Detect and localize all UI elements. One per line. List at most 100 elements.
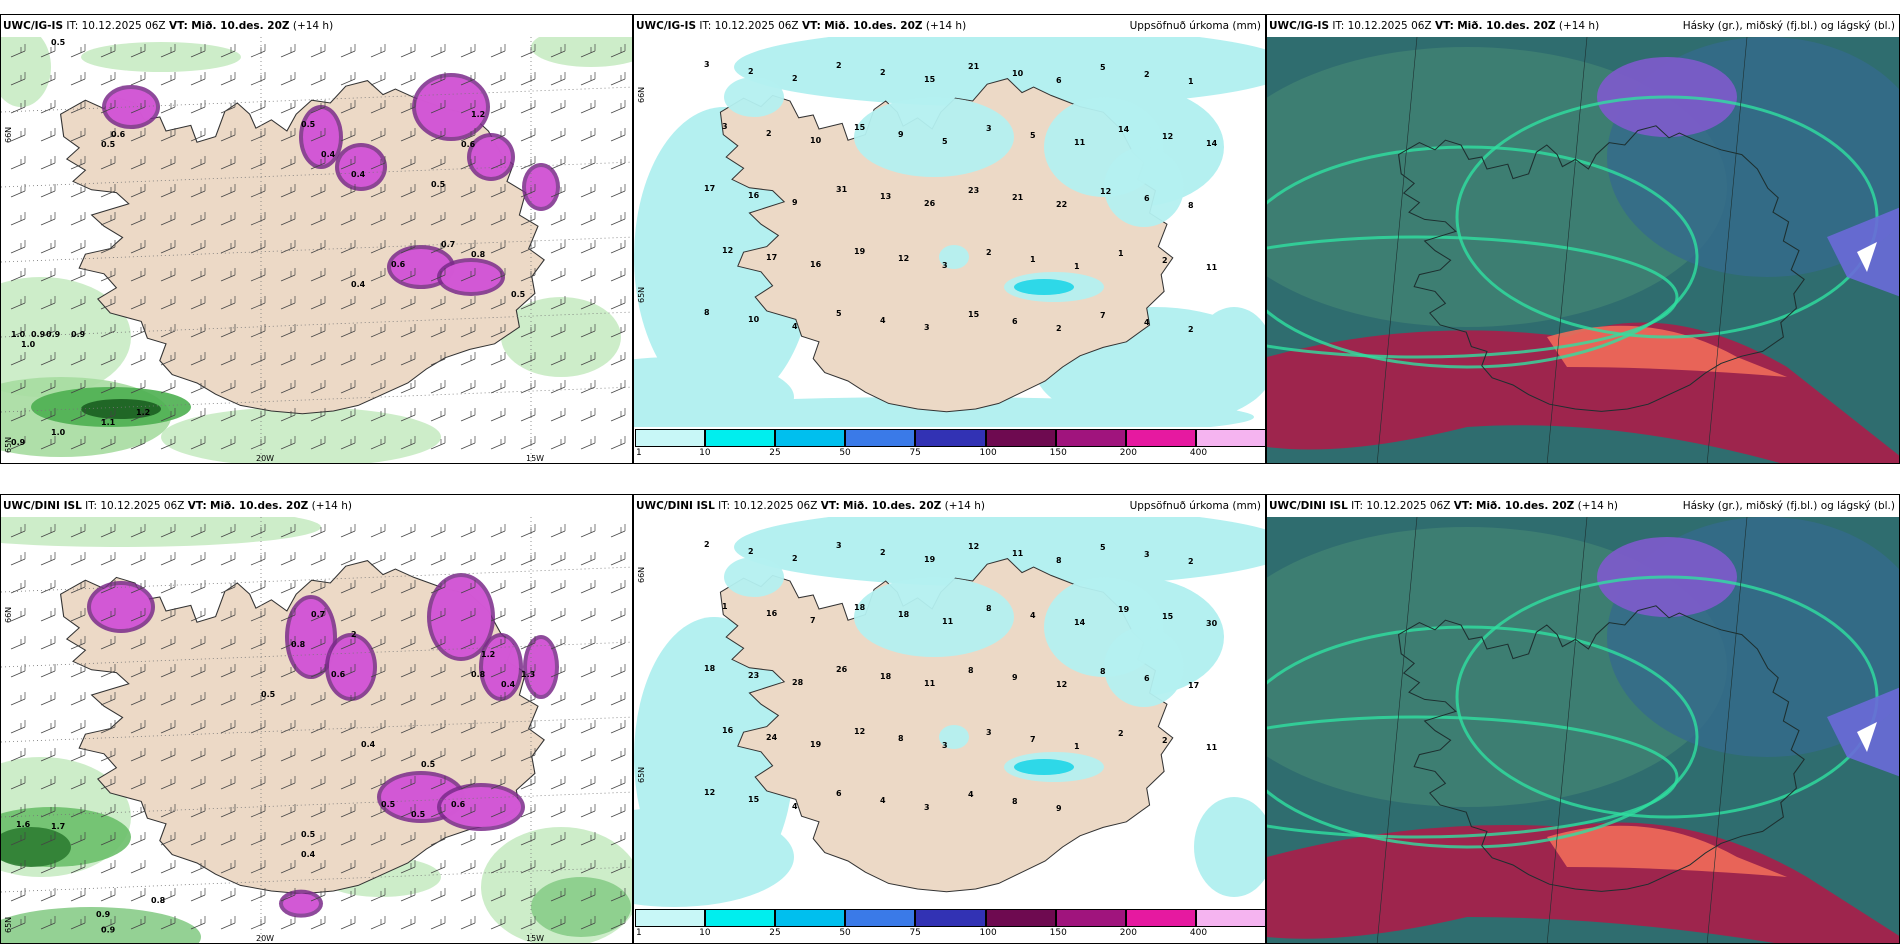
wind-barb (460, 324, 476, 338)
precip-value-label: 4 (792, 322, 798, 331)
wind-barb (100, 720, 116, 734)
heavy-precip-area (1014, 759, 1074, 775)
wind-barb (310, 324, 326, 338)
wind-barb (370, 916, 386, 930)
wind-barb (220, 804, 236, 818)
wind-barb (430, 324, 446, 338)
panel-top-wind: UWC/IG-IS IT: 10.12.2025 06Z VT: Mið. 10… (0, 14, 633, 464)
wind-barb (190, 692, 206, 706)
wind-barb (580, 436, 596, 450)
wind-barb (250, 100, 266, 114)
wind-barb (160, 776, 176, 790)
wind-barb (100, 776, 116, 790)
precip-value-label: 0.5 (421, 760, 436, 769)
colorbar-tick-label: 400 (1189, 928, 1208, 938)
wind-barb (370, 608, 386, 622)
wind-barb (460, 436, 476, 450)
wind-barb (40, 212, 56, 226)
wind-barb (430, 100, 446, 114)
wind-barb (430, 408, 446, 422)
wind-barb (340, 916, 356, 930)
wind-barb (130, 804, 146, 818)
wind-barb (460, 748, 476, 762)
wind-barb (160, 916, 176, 930)
precip-value-label: 8 (1188, 201, 1194, 210)
wind-barb (250, 888, 266, 902)
grid-label: 65N (637, 767, 646, 783)
precip-value-label: 1.2 (136, 408, 150, 417)
wind-barb (550, 268, 566, 282)
wind-barb (550, 72, 566, 86)
wind-barb (430, 184, 446, 198)
wind-barb (250, 408, 266, 422)
wind-barb (460, 860, 476, 874)
wind-barb (460, 524, 476, 538)
wind-barb (550, 296, 566, 310)
precip-value-label: 9 (1056, 804, 1062, 813)
wind-barb (190, 212, 206, 226)
wind-barb (580, 156, 596, 170)
precip-value-label: 14 (1074, 618, 1086, 627)
heavy-precip-area (527, 639, 555, 695)
wind-barb (430, 380, 446, 394)
wind-barb (520, 436, 536, 450)
wind-barb (310, 916, 326, 930)
wind-barb (250, 44, 266, 58)
wind-barb (40, 128, 56, 142)
wind-barb (100, 184, 116, 198)
wind-barb (610, 804, 626, 818)
wind-barb (310, 240, 326, 254)
wind-barb (610, 720, 626, 734)
wind-barb (250, 692, 266, 706)
wind-barb (190, 524, 206, 538)
wind-barb (460, 296, 476, 310)
precip-value-label: 0.7 (441, 240, 455, 249)
wind-barb (490, 748, 506, 762)
wind-barb (520, 352, 536, 366)
precip-value-label: 15 (924, 75, 936, 84)
wind-barb (40, 240, 56, 254)
wind-barb (190, 804, 206, 818)
wind-barb (490, 352, 506, 366)
wind-barb (70, 44, 86, 58)
wind-barb (220, 380, 236, 394)
wind-barb (40, 720, 56, 734)
wind-barb (370, 100, 386, 114)
accumulated-precip-map: 66N65N2223219121185321167181811841419153… (634, 517, 1265, 909)
wind-barb (610, 128, 626, 142)
wind-barb (340, 408, 356, 422)
wind-barb (340, 720, 356, 734)
wind-barb (310, 268, 326, 282)
grid-label: 65N (637, 287, 646, 303)
wind-barb (40, 436, 56, 450)
grid-line (1546, 37, 1588, 463)
wind-barb (610, 324, 626, 338)
precip-value-label: 2 (1188, 325, 1194, 334)
wind-barb (430, 352, 446, 366)
precip-value-label: 1.0 (21, 340, 36, 349)
wind-barb (250, 916, 266, 930)
wind-barb (70, 804, 86, 818)
wind-barb (430, 916, 446, 930)
wind-barb (400, 128, 416, 142)
wind-barb (610, 184, 626, 198)
wind-barb (610, 664, 626, 678)
cloud-cover-map (1267, 37, 1899, 463)
precip-value-label: 2 (748, 547, 754, 556)
grid-label: 66N (637, 567, 646, 583)
wind-barb (40, 524, 56, 538)
precip-area (1, 517, 321, 547)
wind-barb (340, 776, 356, 790)
wind-barb (160, 552, 176, 566)
wind-barb (280, 324, 296, 338)
wind-barb (460, 608, 476, 622)
wind-barb (190, 552, 206, 566)
precip-area (1194, 307, 1265, 407)
wind-barb (430, 524, 446, 538)
wind-barb (10, 212, 26, 226)
wind-barb (550, 888, 566, 902)
precip-value-label: 0.5 (101, 140, 116, 149)
wind-barb (340, 380, 356, 394)
wind-barb (70, 720, 86, 734)
wind-barb (10, 692, 26, 706)
